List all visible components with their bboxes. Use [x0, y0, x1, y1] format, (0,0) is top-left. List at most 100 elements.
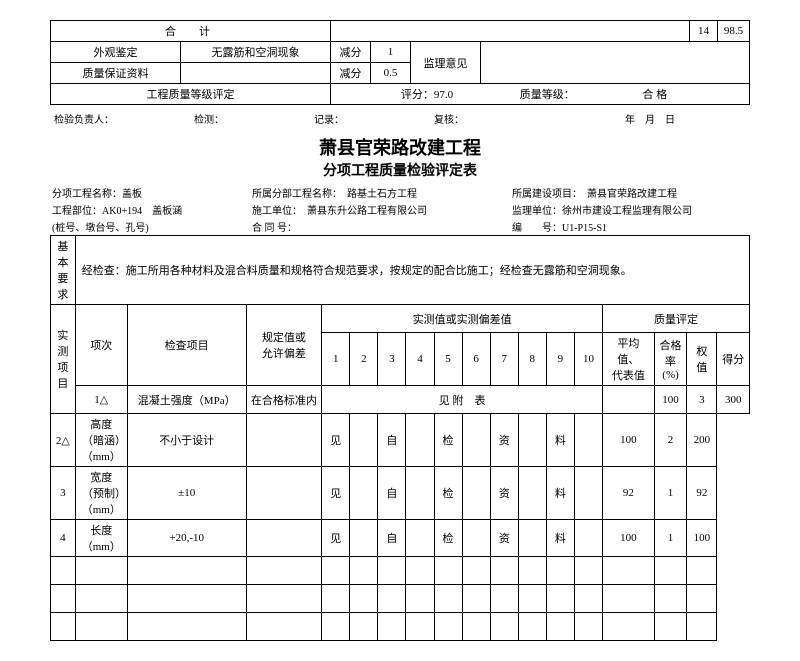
sign-a: 检验负责人： — [50, 109, 190, 128]
signature-row: 检验负责人： 检测： 记录： 复核： 年 月 日 — [50, 109, 750, 128]
row-m8: 资 — [490, 520, 518, 557]
row-m6: 检 — [434, 467, 462, 520]
row-pass: 100 — [602, 414, 654, 467]
row-item: 宽度（预制）（mm） — [75, 467, 127, 520]
col-score: 得分 — [717, 333, 750, 386]
meta-2a: 工程部位：AK0+194 盖板涵 — [50, 201, 250, 218]
row-m7 — [462, 467, 490, 520]
row-m4: 自 — [378, 467, 406, 520]
sign-b: 检测： — [190, 109, 310, 128]
sign-c: 记录： — [310, 109, 430, 128]
row-m5 — [406, 414, 434, 467]
row-m2: 见 — [322, 414, 350, 467]
hn10: 10 — [574, 333, 602, 386]
row-m8: 资 — [490, 467, 518, 520]
meta-3c: 编 号：U1-P15-S1 — [510, 218, 750, 235]
meta-1c: 所属建设项目： 萧县官荣路改建工程 — [510, 184, 750, 201]
r1-item: 混凝土强度（MPa） — [127, 386, 246, 414]
row-weight: 2 — [654, 414, 686, 467]
meta-2c: 监理单位：徐州市建设工程监理有限公司 — [510, 201, 750, 218]
row-score: 200 — [687, 414, 717, 467]
row-m3 — [350, 520, 378, 557]
row-m2: 见 — [322, 520, 350, 557]
col-item: 检查项目 — [127, 305, 246, 386]
r1-avg — [602, 386, 654, 414]
side-label: 实 测 项 目 — [51, 305, 76, 414]
heji-label: 合 计 — [165, 26, 216, 38]
score-label: 评分： — [401, 89, 434, 101]
row-m4: 自 — [378, 414, 406, 467]
row-no: 4 — [51, 520, 76, 557]
row-no: 2△ — [51, 414, 76, 467]
row-score: 92 — [687, 467, 717, 520]
col-no: 项次 — [75, 305, 127, 386]
appearance-minus: 1 — [371, 42, 411, 63]
row-m7 — [462, 414, 490, 467]
hn9: 9 — [546, 333, 574, 386]
sign-d: 复核： — [430, 109, 550, 128]
row-spec: 不小于设计 — [127, 414, 246, 467]
empty-row — [51, 613, 750, 641]
row-m5 — [406, 467, 434, 520]
empty-row — [51, 557, 750, 585]
row-m10: 料 — [546, 467, 574, 520]
row-avg — [574, 520, 602, 557]
row-no: 3 — [51, 467, 76, 520]
row-spec: +20,-10 — [127, 520, 246, 557]
title-1: 萧县官荣路改建工程 — [50, 134, 750, 160]
row-m4: 自 — [378, 520, 406, 557]
qgrade-value: 合 格 — [643, 89, 668, 101]
meta-1b: 所属分部工程名称： 路基土石方工程 — [250, 184, 510, 201]
meta-block: 分项工程名称：盖板 所属分部工程名称： 路基土石方工程 所属建设项目： 萧县官荣… — [50, 184, 750, 235]
col-pass: 合格 率 (%) — [654, 333, 686, 386]
minus-label2: 减分 — [331, 63, 371, 84]
col-qual: 质量评定 — [602, 305, 749, 333]
hn5: 5 — [434, 333, 462, 386]
row-weight: 1 — [654, 467, 686, 520]
supervise-opinion: 监理意见 — [411, 42, 481, 84]
basic-text: 经检查：施工所用各种材料及混合料质量和规格符合规范要求，按规定的配合比施工；经检… — [75, 236, 749, 305]
minus-label: 减分 — [331, 42, 371, 63]
row-pass: 100 — [602, 520, 654, 557]
hn3: 3 — [378, 333, 406, 386]
row-m1 — [246, 467, 322, 520]
row-m1 — [246, 414, 322, 467]
meta-3a: (桩号、墩台号、孔号) — [50, 218, 250, 235]
row-m10: 料 — [546, 414, 574, 467]
r1-spec: 在合格标准内 — [246, 386, 322, 414]
basic-label: 基本 要求 — [51, 236, 76, 305]
row-m6: 检 — [434, 414, 462, 467]
row-pass: 92 — [602, 467, 654, 520]
row-m3 — [350, 414, 378, 467]
row-spec: ±10 — [127, 467, 246, 520]
r1-weight: 3 — [687, 386, 717, 414]
grade-label: 工程质量等级评定 — [51, 84, 331, 105]
sign-e: 年 月 日 — [550, 109, 750, 128]
qa-minus: 0.5 — [371, 63, 411, 84]
meta-1a: 分项工程名称：盖板 — [50, 184, 250, 201]
r1-meas: 见 附 表 — [322, 386, 603, 414]
col-avg: 平均值、 代表值 — [602, 333, 654, 386]
table-row: 4长度（mm）+20,-10见自检资料1001100 — [51, 520, 750, 557]
hn8: 8 — [518, 333, 546, 386]
col-weight: 权值 — [687, 333, 717, 386]
row-item: 高度（暗涵）（mm） — [75, 414, 127, 467]
row-item: 长度（mm） — [75, 520, 127, 557]
r1-score: 300 — [717, 386, 750, 414]
meta-3b: 合 同 号： — [250, 218, 510, 235]
meta-2b: 施工单位： 萧县东升公路工程有限公司 — [250, 201, 510, 218]
hn2: 2 — [350, 333, 378, 386]
row-m3 — [350, 467, 378, 520]
table-row: 3宽度（预制）（mm）±10见自检资料92192 — [51, 467, 750, 520]
hn6: 6 — [462, 333, 490, 386]
heji-v2: 98.5 — [718, 21, 750, 42]
row-m9 — [518, 467, 546, 520]
empty-row — [51, 585, 750, 613]
row-m9 — [518, 414, 546, 467]
row-score: 100 — [687, 520, 717, 557]
heji-v1: 14 — [690, 21, 718, 42]
row-m6: 检 — [434, 520, 462, 557]
title-2: 分项工程质量检验评定表 — [50, 160, 750, 180]
qa-label: 质量保证资料 — [51, 63, 181, 84]
col-spec: 规定值或 允许偏差 — [246, 305, 322, 386]
